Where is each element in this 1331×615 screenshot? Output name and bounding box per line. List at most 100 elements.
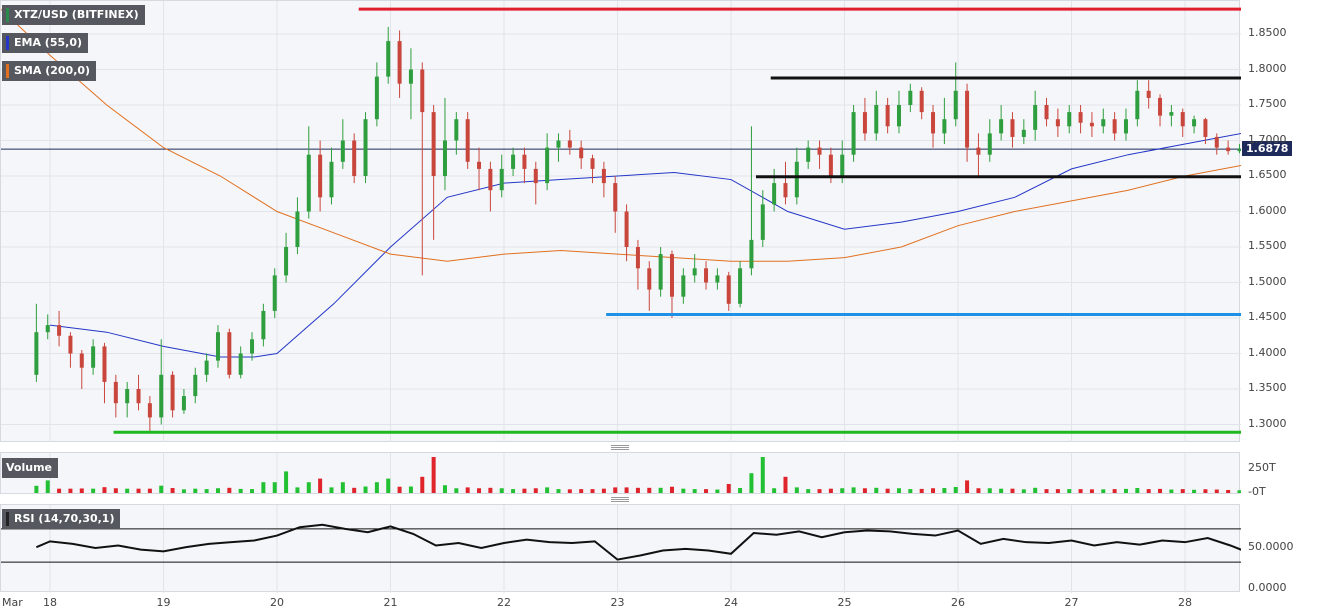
volume-bar — [238, 488, 243, 493]
candle-body — [1021, 129, 1026, 137]
candle-body — [306, 154, 311, 212]
candle-body — [102, 346, 107, 382]
candle-body — [658, 254, 663, 290]
candle-body — [1010, 119, 1015, 137]
volume-bar — [442, 485, 447, 493]
volume-bar — [942, 488, 947, 493]
volume-bar — [91, 488, 96, 493]
volume-bar — [533, 488, 538, 493]
volume-bar — [692, 489, 697, 493]
candle-body — [908, 90, 913, 105]
candle-body — [1146, 90, 1151, 98]
candle-body — [136, 389, 141, 404]
volume-bar — [477, 488, 482, 493]
candle-body — [147, 403, 152, 418]
candle-body — [851, 112, 856, 155]
candle-body — [488, 168, 493, 191]
candle-body — [692, 268, 697, 276]
candle-body — [1055, 119, 1060, 127]
volume-bar — [851, 487, 856, 493]
date-tick-label: 25 — [837, 596, 852, 609]
candle-body — [1112, 119, 1117, 134]
candle-body — [91, 346, 96, 368]
candle-body — [772, 183, 777, 205]
ema-label: EMA (55,0) — [14, 36, 82, 49]
candle-body — [352, 140, 357, 176]
volume-bar — [976, 488, 981, 493]
volume-bar — [227, 487, 232, 493]
volume-bar — [1158, 488, 1163, 493]
volume-bar — [1214, 489, 1219, 493]
date-tick-label: 18 — [43, 596, 57, 609]
instrument-swatch-icon — [6, 8, 9, 22]
title-badge[interactable]: XTZ/USD (BITFINEX) — [2, 5, 145, 25]
ema-swatch-icon — [6, 36, 9, 50]
candle-body — [783, 183, 788, 198]
volume-bar — [318, 478, 323, 493]
candle-body — [465, 119, 470, 162]
volume-bar — [272, 482, 277, 493]
sma-badge[interactable]: SMA (200,0) — [2, 61, 97, 81]
volume-badge[interactable]: Volume — [2, 458, 58, 478]
volume-bar — [215, 488, 220, 493]
candle-body — [806, 147, 811, 162]
volume-bar — [1033, 487, 1038, 493]
candle-body — [1180, 112, 1185, 127]
candle-body — [374, 76, 379, 120]
price-tick-label: 1.7500 — [1248, 97, 1287, 110]
volume-bar — [295, 487, 300, 493]
volume-bar — [1180, 489, 1185, 493]
candle-body — [477, 161, 482, 169]
volume-bar — [1226, 489, 1231, 493]
candle-body — [794, 161, 799, 198]
panel-resize-handle-2[interactable] — [0, 494, 1240, 504]
candle-body — [953, 90, 958, 120]
sma-label: SMA (200,0) — [14, 64, 91, 77]
candle-body — [976, 147, 981, 155]
candle-body — [1033, 105, 1038, 130]
volume-bar — [749, 473, 754, 493]
volume-bar — [181, 489, 186, 493]
price-tick-label: 1.8500 — [1248, 26, 1287, 39]
candle-body — [522, 154, 527, 169]
volume-bar — [1089, 489, 1094, 493]
candle-body — [567, 140, 572, 148]
ema-line — [49, 133, 1241, 358]
date-tick-label: 24 — [724, 596, 738, 609]
candle-body — [874, 105, 879, 134]
price-tick-label: 1.5500 — [1248, 239, 1287, 252]
volume-bar — [68, 488, 73, 493]
volume-bar — [999, 488, 1004, 493]
volume-bar — [635, 487, 640, 493]
panel-resize-handle[interactable] — [0, 442, 1240, 452]
volume-bar — [624, 487, 629, 493]
rsi-panel[interactable] — [0, 504, 1241, 593]
candle-body — [45, 325, 50, 333]
volume-bar — [1203, 489, 1208, 493]
volume-bar — [806, 489, 811, 493]
volume-bar — [715, 489, 720, 493]
candle-body — [1237, 149, 1241, 152]
volume-bar — [499, 488, 504, 493]
date-tick-label: 28 — [1178, 596, 1192, 609]
volume-panel[interactable] — [0, 452, 1241, 495]
rsi-badge[interactable]: RSI (14,70,30,1) — [2, 509, 121, 529]
volume-bar — [1067, 489, 1072, 493]
rsi-line — [35, 523, 1241, 561]
ema-badge[interactable]: EMA (55,0) — [2, 33, 88, 53]
candle-body — [1101, 119, 1106, 127]
rsi-canvas — [1, 505, 1241, 593]
volume-bar — [102, 487, 107, 493]
volume-bar — [159, 485, 164, 493]
last-price-tag: 1.6878 — [1242, 141, 1293, 156]
volume-bar — [545, 487, 550, 493]
volume-bar — [669, 486, 674, 493]
candle-body — [1078, 112, 1083, 123]
candle-body — [601, 168, 606, 184]
candle-body — [272, 275, 277, 311]
candle-body — [295, 211, 300, 247]
price-tick-label: 1.5000 — [1248, 274, 1287, 288]
candle-body — [499, 168, 504, 191]
price-chart-panel[interactable] — [0, 0, 1241, 443]
volume-bar — [454, 488, 459, 493]
